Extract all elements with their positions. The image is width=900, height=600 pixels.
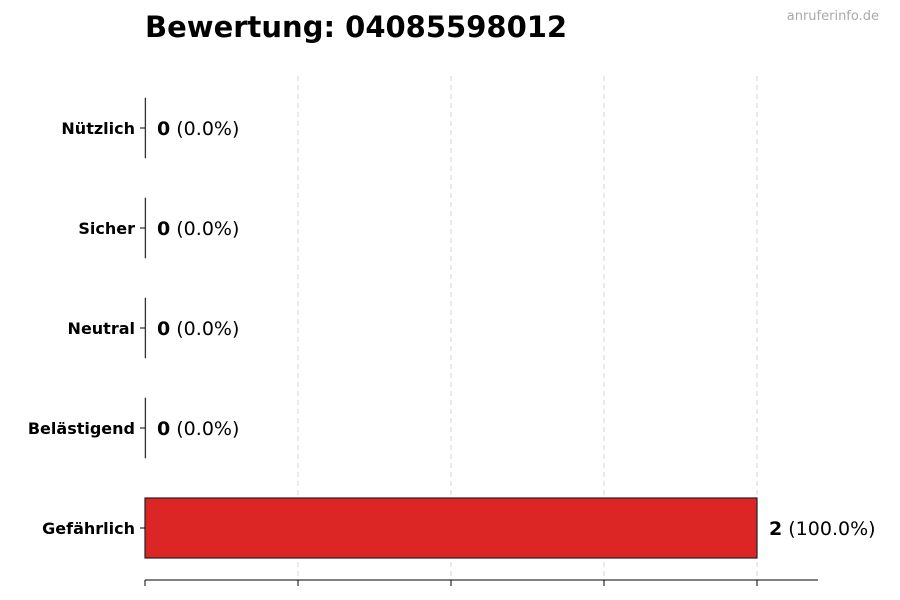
percent-label: (0.0%): [170, 318, 239, 340]
value-label: 0: [157, 418, 170, 440]
bar: [144, 197, 147, 259]
chart-title: Bewertung: 04085598012: [145, 10, 568, 44]
category-label: Gefährlich: [42, 519, 135, 538]
data-label: 2 (100.0%): [769, 518, 876, 540]
bar: [144, 97, 147, 159]
percent-label: (0.0%): [170, 218, 239, 240]
data-label: 0 (0.0%): [157, 318, 239, 340]
category-label: Belästigend: [28, 419, 135, 438]
watermark: anruferinfo.de: [786, 9, 879, 24]
category-label: Neutral: [68, 319, 135, 338]
bar: [144, 497, 758, 559]
data-label: 0 (0.0%): [157, 418, 239, 440]
percent-label: (100.0%): [782, 518, 875, 540]
value-label: 2: [769, 518, 782, 540]
data-label: 0 (0.0%): [157, 118, 239, 140]
percent-label: (0.0%): [170, 118, 239, 140]
data-label: 0 (0.0%): [157, 218, 239, 240]
percent-label: (0.0%): [170, 418, 239, 440]
value-label: 0: [157, 318, 170, 340]
value-label: 0: [157, 118, 170, 140]
bar: [144, 397, 147, 459]
value-label: 0: [157, 218, 170, 240]
bar: [144, 297, 147, 359]
category-label: Nützlich: [61, 119, 135, 138]
category-label: Sicher: [78, 219, 135, 238]
